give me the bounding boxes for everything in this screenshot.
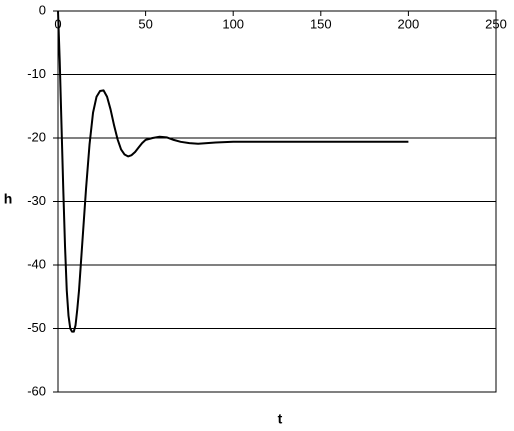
x-axis-label: t <box>278 411 283 427</box>
x-tick-label: 250 <box>485 16 507 31</box>
y-tick-label: -20 <box>27 129 46 144</box>
y-tick-label: -60 <box>27 383 46 398</box>
y-tick-label: 0 <box>39 2 46 17</box>
x-tick-label: 50 <box>138 16 152 31</box>
y-tick-label: -10 <box>27 66 46 81</box>
y-tick-label: -30 <box>27 193 46 208</box>
x-tick-label: 150 <box>310 16 332 31</box>
y-tick-label: -40 <box>27 256 46 271</box>
y-tick-label: -50 <box>27 320 46 335</box>
x-tick-label: 100 <box>222 16 244 31</box>
x-tick-label: 200 <box>398 16 420 31</box>
y-axis-label: h <box>4 191 13 207</box>
data-line <box>57 10 409 333</box>
